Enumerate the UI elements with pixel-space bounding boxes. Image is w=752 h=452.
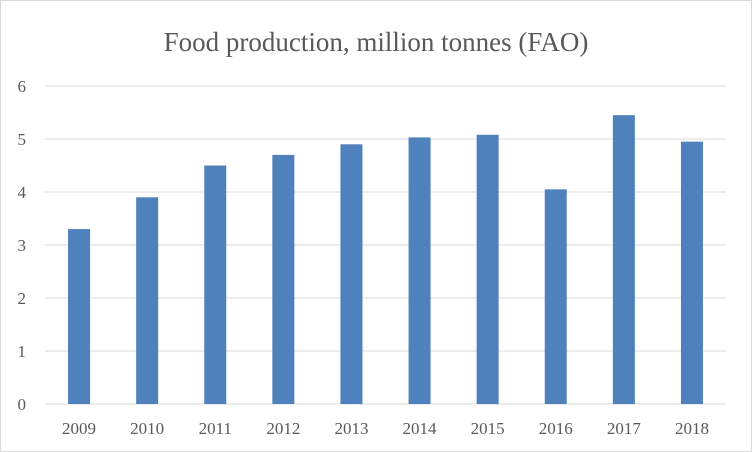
bar-2013 (340, 144, 363, 405)
bar-2009 (68, 229, 91, 404)
x-tick-label: 2016 (539, 419, 573, 438)
y-tick-label: 6 (18, 77, 27, 96)
bar-2018 (680, 141, 703, 404)
bar-2012 (272, 154, 295, 404)
gridlines (45, 85, 726, 405)
bar-2014 (408, 137, 431, 404)
chart-title: Food production, million tonnes (FAO) (164, 27, 589, 57)
x-tick-label: 2009 (62, 419, 96, 438)
y-tick-label: 4 (18, 183, 27, 202)
y-tick-label: 2 (18, 289, 27, 308)
bar-2015 (476, 134, 499, 404)
bar-2017 (612, 115, 635, 405)
y-tick-label: 1 (18, 342, 27, 361)
x-axis-ticks: 2009 2010 2011 2012 2013 2014 2015 2016 2017 2018 (62, 419, 709, 438)
y-axis-ticks: 0 1 2 3 4 5 6 (18, 77, 27, 414)
y-tick-label: 3 (18, 236, 27, 255)
x-tick-label: 2018 (675, 419, 709, 438)
bar-2010 (136, 197, 159, 404)
x-tick-label: 2017 (607, 419, 642, 438)
y-tick-label: 5 (18, 130, 27, 149)
x-tick-label: 2014 (403, 419, 438, 438)
x-tick-label: 2015 (471, 419, 505, 438)
x-tick-label: 2012 (266, 419, 300, 438)
x-tick-label: 2011 (199, 419, 232, 438)
x-tick-label: 2013 (334, 419, 368, 438)
x-tick-label: 2010 (130, 419, 164, 438)
bar-2011 (204, 165, 227, 404)
bars (68, 115, 703, 405)
y-tick-label: 0 (18, 395, 27, 414)
bar-2016 (544, 189, 567, 404)
